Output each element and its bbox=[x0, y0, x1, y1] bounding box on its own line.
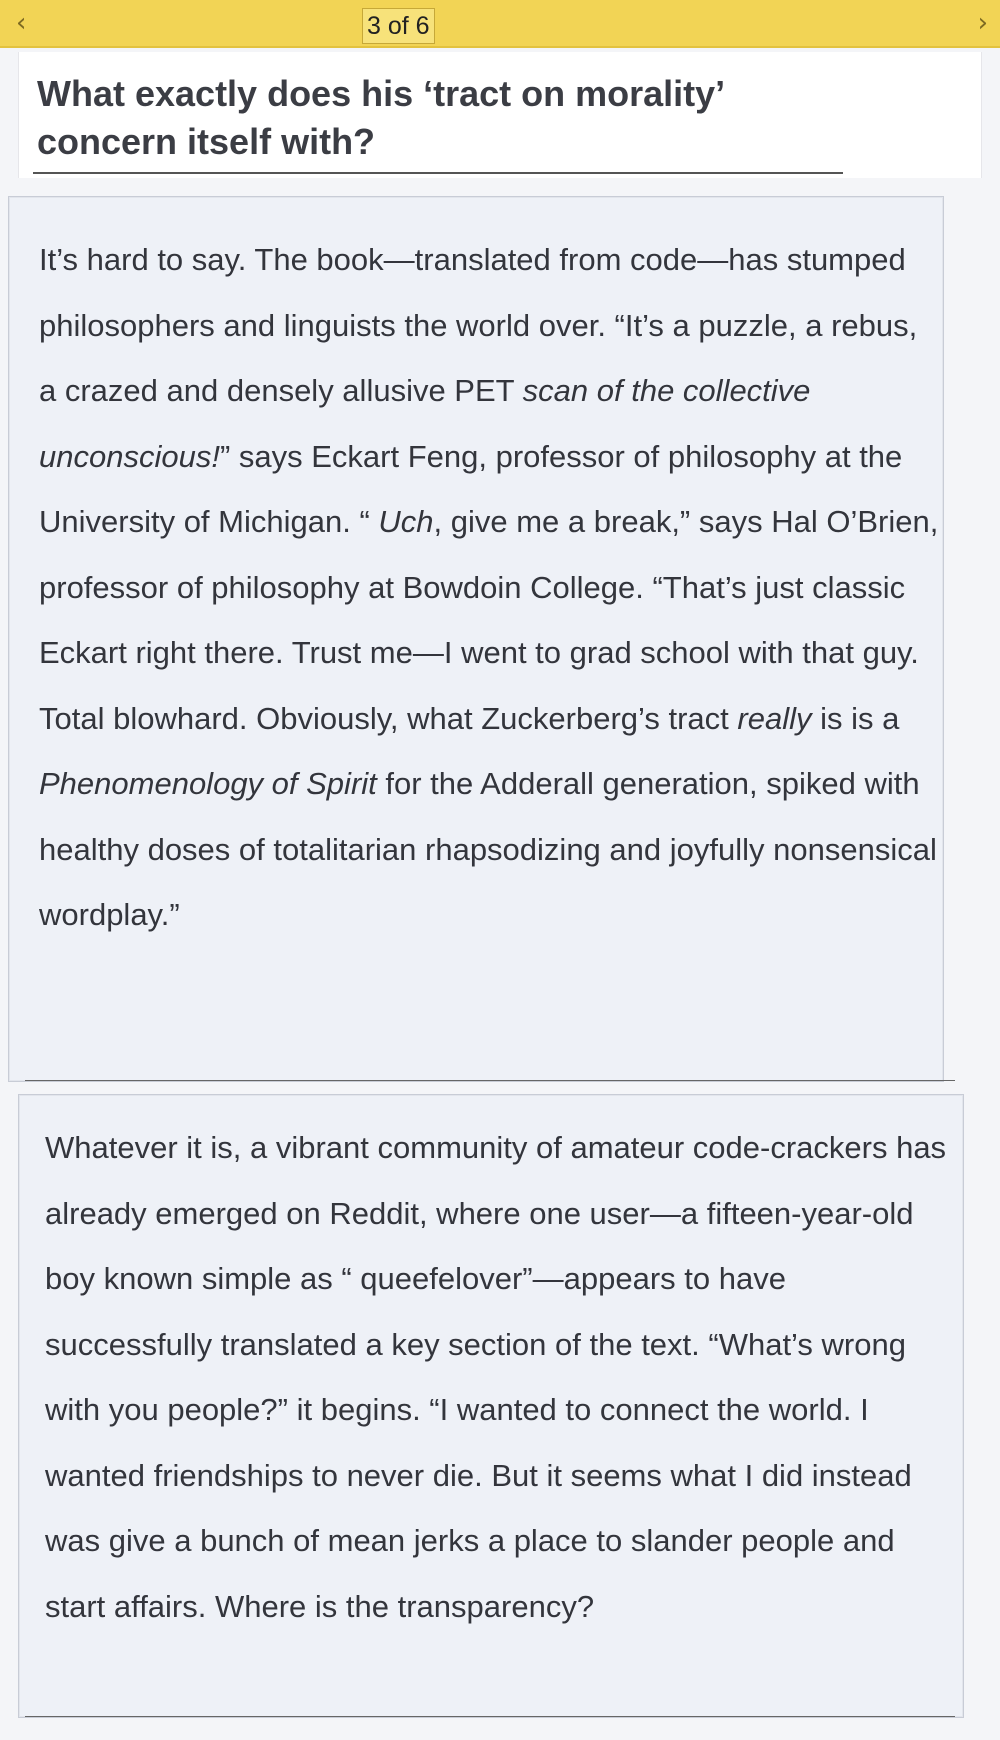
clipping-divider bbox=[25, 1716, 955, 1717]
chevron-right-icon[interactable]: › bbox=[977, 8, 988, 38]
italic-text-run: Phenomenology of Spirit bbox=[39, 766, 377, 801]
article-paragraph-2: Whatever it is, a vibrant community of a… bbox=[45, 1130, 947, 1624]
article-paragraph-1: It’s hard to say. The book—translated fr… bbox=[39, 227, 939, 948]
article-clipping-1: It’s hard to say. The book—translated fr… bbox=[8, 196, 955, 1082]
text-run: for the Adderall generation, spiked with… bbox=[39, 766, 937, 932]
text-run: It’s hard to say. The book—translated fr… bbox=[39, 242, 918, 408]
italic-text-run: scan of the collective unconscious! bbox=[39, 373, 811, 474]
italic-text-run: Uch bbox=[378, 504, 434, 539]
heading-underline bbox=[33, 172, 843, 174]
pagination-bar: ‹ 3 of 6 › bbox=[0, 0, 1000, 48]
text-run: is is a bbox=[811, 700, 900, 736]
text-run: , give me a break,” says Hal O’Brien, pr… bbox=[39, 504, 939, 736]
clipping-divider bbox=[25, 1080, 955, 1081]
page-indicator: 3 of 6 bbox=[362, 8, 435, 44]
question-heading: What exactly does his ‘tract on morality… bbox=[37, 73, 724, 162]
chevron-left-icon[interactable]: ‹ bbox=[16, 8, 27, 38]
italic-text-run: really bbox=[737, 700, 812, 736]
question-card: What exactly does his ‘tract on morality… bbox=[18, 52, 982, 178]
article-clipping-2: Whatever it is, a vibrant community of a… bbox=[18, 1094, 964, 1718]
text-run: ” says Eckart Feng, professor of philoso… bbox=[39, 438, 903, 540]
